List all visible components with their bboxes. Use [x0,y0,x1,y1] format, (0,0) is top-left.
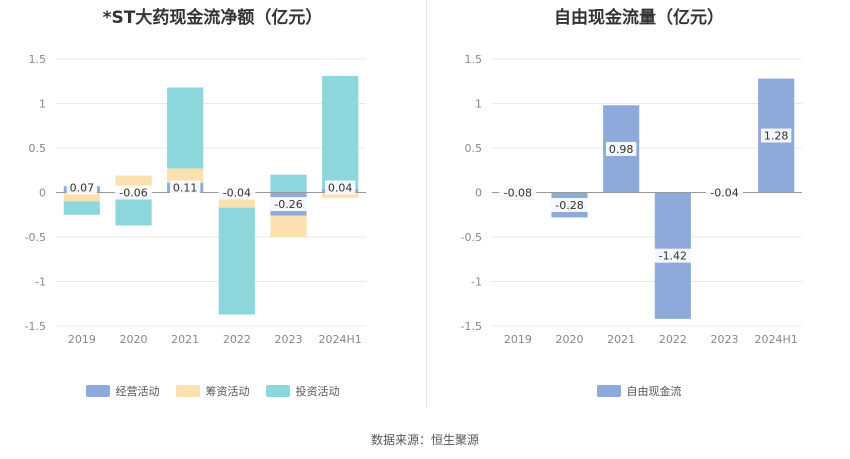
x-tick-label: 2020 [556,333,584,346]
y-tick-label: 1.5 [465,53,483,66]
bar [63,201,100,215]
legend-swatch [175,385,200,397]
free-cash-flow-chart-panel: 自由现金流量（亿元） 1.5 1 0.5 0 -0.5 -1 -1.5 2019 2020 202… [428,0,850,410]
panel-divider [426,0,427,408]
x-tick-label: 2023 [711,333,739,346]
data-label-background [706,185,743,200]
x-tick-label: 2020 [120,333,148,346]
legend-item[interactable]: 自由现金流 [596,383,682,399]
y-tick-label: -1 [35,276,46,289]
y-tick-label: -0.5 [25,231,46,244]
data-label: 0.07 [70,182,95,195]
x-tick-label: 2021 [607,333,635,346]
data-label-background [760,128,792,143]
legend-item[interactable]: 经营活动 [85,383,160,399]
data-label: 1.28 [764,130,789,143]
x-tick-label: 2024H1 [755,333,798,346]
data-label: 0.04 [328,182,353,195]
x-tick-label: 2019 [68,333,96,346]
y-tick-label: -0.5 [461,231,482,244]
x-tick-label: 2024H1 [319,333,362,346]
legend-label: 经营活动 [115,385,160,398]
free-cash-flow-chart: 1.5 1 0.5 0 -0.5 -1 -1.5 2019 2020 2021 2022 2023 20… [461,53,802,346]
legend-swatch [265,385,290,397]
data-label-background [270,197,307,212]
legend-label: 投资活动 [295,385,340,398]
data-label: -0.28 [555,199,583,212]
data-label: -0.08 [504,187,532,200]
data-label: -0.26 [274,198,302,211]
bar [270,215,307,237]
x-tick-label: 2022 [659,333,687,346]
x-tick-label: 2022 [223,333,251,346]
y-tick-label: -1.5 [25,320,46,333]
cash-flow-chart: 1.5 1 0.5 0 -0.5 -1 -1.5 2019 2020 2021 2022 2023 20… [25,53,366,346]
y-tick-label: -1.5 [461,320,482,333]
data-label-background [115,185,152,200]
data-label-background [499,185,537,200]
data-label: -0.04 [710,187,738,200]
bar [167,168,204,183]
bar [322,75,359,189]
bar [63,192,100,202]
data-label-background [551,197,588,212]
data-label-background [654,248,692,263]
y-tick-label: 1 [39,98,46,111]
y-tick-label: 1 [475,98,482,111]
y-tick-label: 0 [39,187,46,200]
x-tick-label: 2019 [504,333,532,346]
data-label-background [605,141,637,156]
bar [167,87,204,169]
legend-label: 自由现金流 [626,385,682,398]
y-tick-label: 1.5 [29,53,47,66]
bar [218,196,255,208]
data-label-background [218,185,256,200]
bar [218,207,255,315]
x-tick-label: 2023 [275,333,303,346]
chart-title: 自由现金流量（亿元） [554,8,724,28]
data-label-background [169,180,201,195]
cash-flow-chart-panel: *ST大药现金流净额（亿元） 1.5 1 0.5 0 -0.5 -1 -1.5 2019 202… [0,0,425,410]
data-label-background [324,180,356,195]
data-label: 0.11 [173,182,198,195]
y-tick-label: 0.5 [465,142,483,155]
x-tick-label: 2021 [171,333,199,346]
data-label: -1.42 [659,250,687,263]
y-tick-label: -1 [471,276,482,289]
data-label: -0.04 [223,187,251,200]
chart-legend: 自由现金流 [428,383,850,400]
legend-swatch [596,385,621,397]
data-source: 数据来源：恒生聚源 [370,433,479,447]
bar [115,197,152,226]
legend-item[interactable]: 筹资活动 [175,383,250,399]
bar [270,174,307,193]
chart-legend: 经营活动 筹资活动 投资活动 [0,383,425,400]
legend-item[interactable]: 投资活动 [265,383,340,399]
data-label-background [66,180,98,195]
y-tick-label: 0.5 [29,142,47,155]
bar [322,192,359,198]
data-label: -0.06 [119,187,147,200]
legend-label: 筹资活动 [205,385,250,398]
data-label: 0.98 [609,143,634,156]
y-tick-label: 0 [475,187,482,200]
chart-title: *ST大药现金流净额（亿元） [102,8,323,28]
legend-swatch [85,385,110,397]
